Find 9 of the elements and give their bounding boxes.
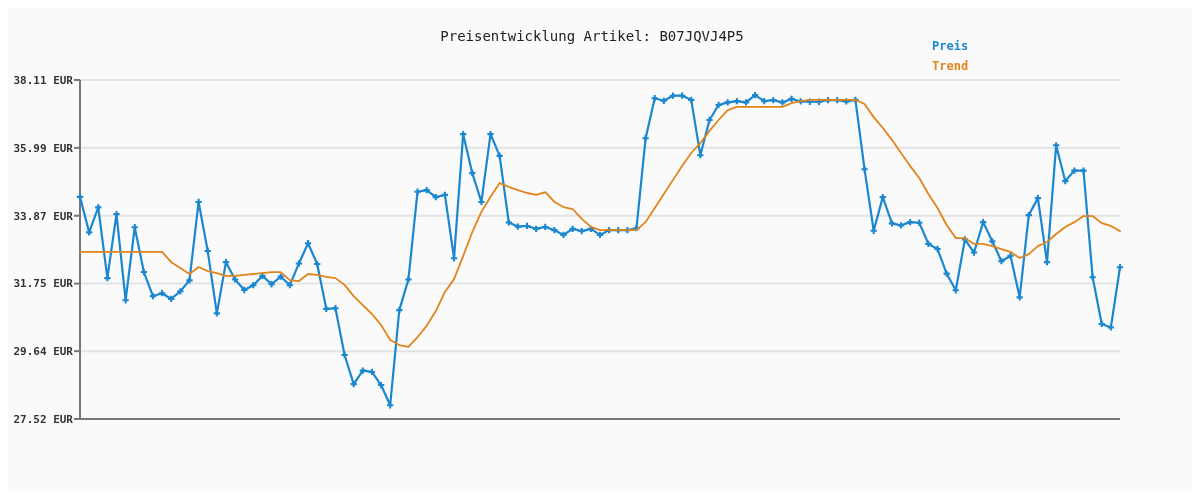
y-tick-label: 38.11 EUR: [13, 73, 74, 87]
y-tick-label: 35.99 EUR: [13, 141, 74, 155]
y-tick-label: 31.75 EUR: [13, 277, 74, 291]
chart-title: Preisentwicklung Artikel: B07JQVJ4P5: [440, 28, 744, 44]
text: Preis: [932, 39, 969, 53]
y-tick-label: 29.64 EUR: [13, 344, 74, 358]
text: Trend: [932, 59, 969, 73]
y-tick-label: 33.87 EUR: [13, 209, 74, 223]
y-tick-label: 27.52 EUR: [13, 412, 74, 426]
